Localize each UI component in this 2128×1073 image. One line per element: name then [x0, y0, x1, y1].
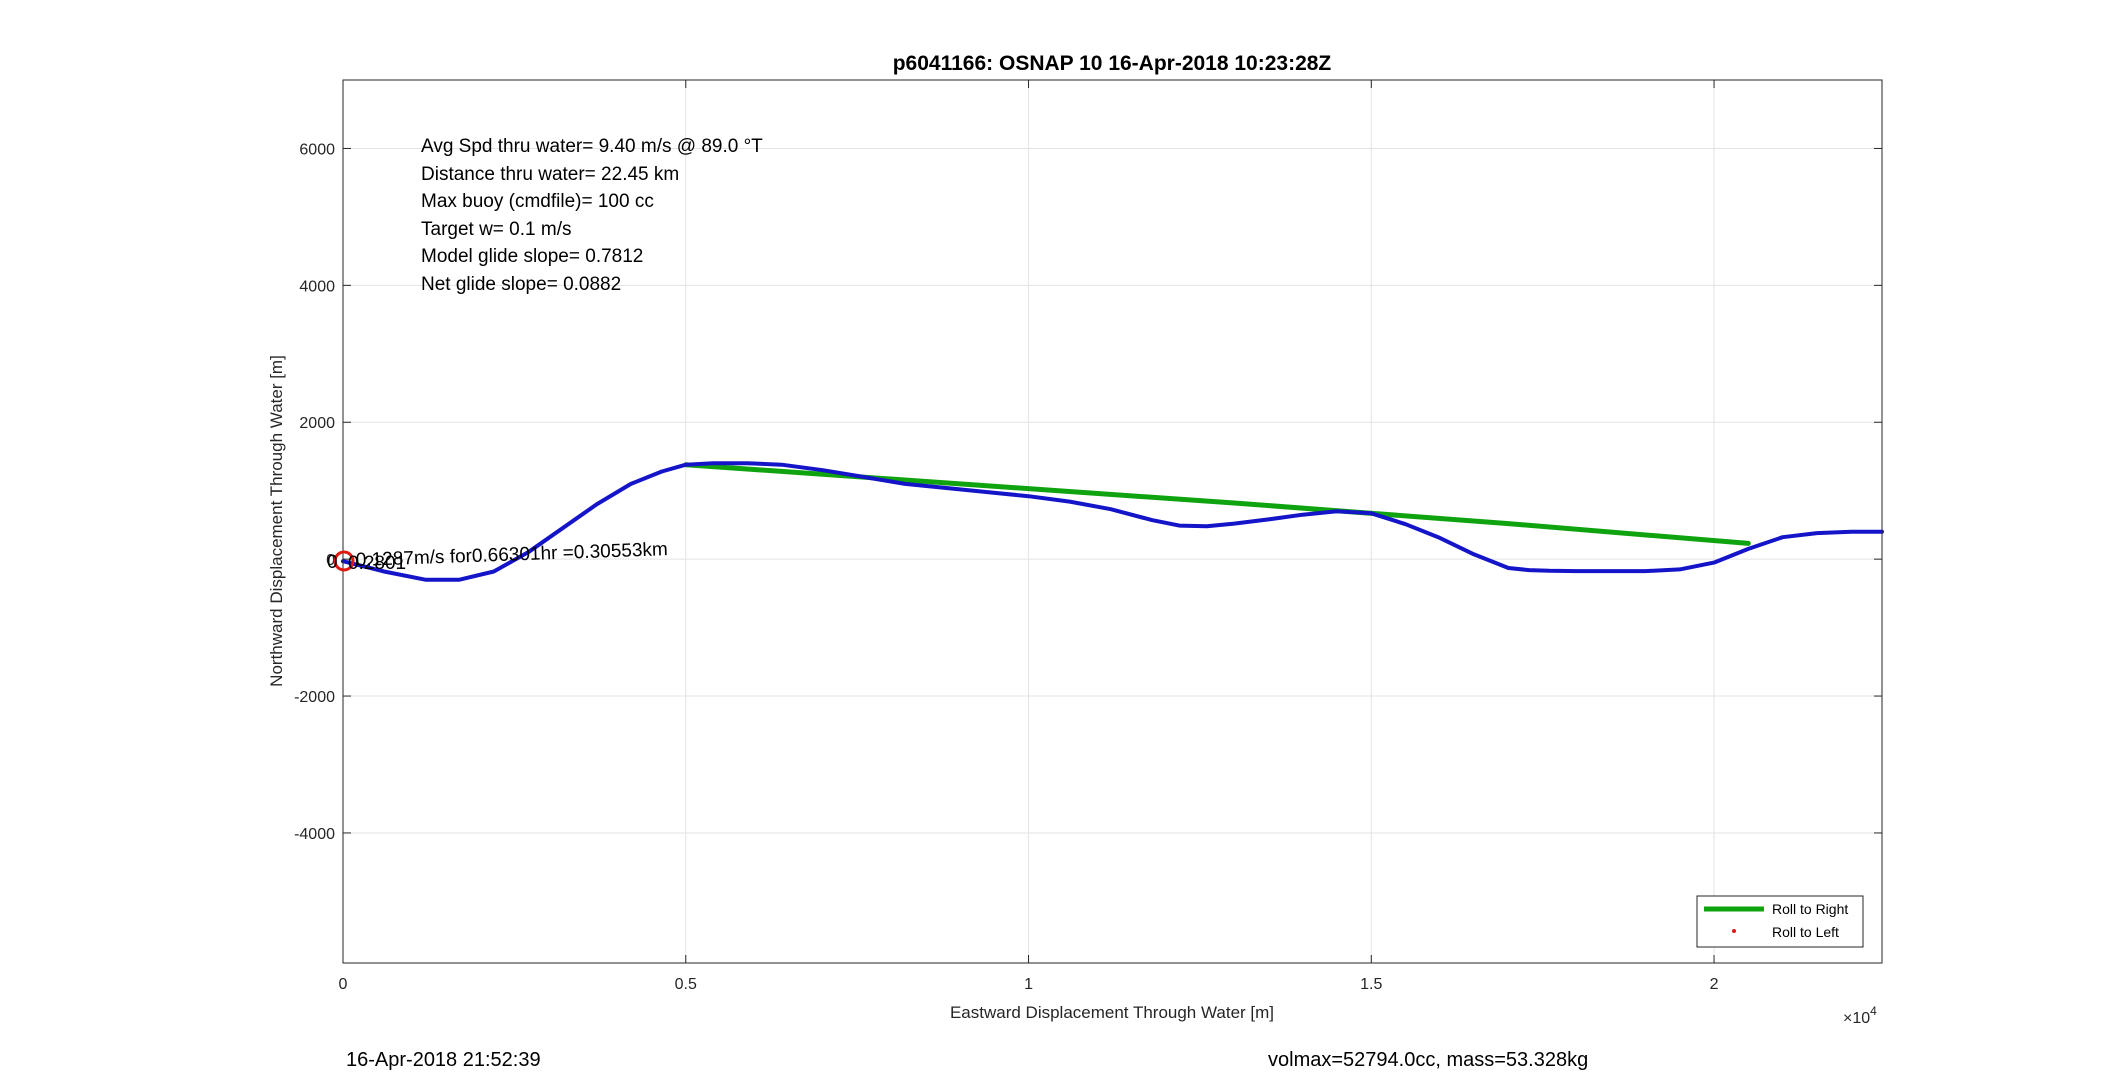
x-axis-exponent: ×104 — [1843, 1004, 1877, 1027]
y-tick-label: 6000 — [299, 141, 335, 158]
y-tick-label: -2000 — [294, 689, 335, 706]
series-layer — [341, 461, 1884, 582]
x-tick-label: 1 — [1024, 976, 1033, 993]
legend-label-roll-left: Roll to Left — [1772, 924, 1839, 940]
stats-annotation: Avg Spd thru water= 9.40 m/s @ 89.0 °T D… — [421, 136, 763, 295]
x-tick-label: 0.5 — [675, 976, 697, 993]
legend-label-roll-right: Roll to Right — [1772, 901, 1848, 917]
chart-title: p6041166: OSNAP 10 16-Apr-2018 10:23:28Z — [893, 52, 1332, 75]
annotation-line-target-w: Target w= 0.1 m/s — [421, 219, 571, 240]
annotation-line-net-glide: Net glide slope= 0.0882 — [421, 274, 621, 295]
y-tick-label: -4000 — [294, 826, 335, 843]
start-marker-label-value: 0.2801 — [348, 553, 406, 574]
start-marker-circle — [333, 550, 355, 572]
axis-ticks: 0 0.5 1 1.5 2 6000 4000 2000 0 -2000 -4000 — [294, 80, 1882, 993]
series-line-track — [341, 461, 1884, 582]
y-tick-label: 4000 — [299, 278, 335, 295]
annotation-line-avg-speed: Avg Spd thru water= 9.40 m/s @ 89.0 °T — [421, 136, 763, 157]
legend-swatch-roll-left — [1732, 929, 1736, 933]
annotation-line-distance: Distance thru water= 22.45 km — [421, 164, 679, 185]
plot-area: 0 0.5 1 1.5 2 6000 4000 2000 0 -2000 -4000 — [294, 79, 1884, 993]
footer-timestamp: 16-Apr-2018 21:52:39 — [346, 1049, 541, 1071]
y-axis-label: Northward Displacement Through Water [m] — [267, 355, 286, 687]
start-marker-label-zero: 0 — [327, 552, 338, 573]
legend-box — [1696, 895, 1864, 948]
annotation-line-model-glide: Model glide slope= 0.7812 — [421, 246, 643, 267]
x-tick-label: 0 — [339, 976, 348, 993]
grid-lines — [342, 80, 1882, 963]
x-tick-label: 1.5 — [1360, 976, 1382, 993]
axes-background — [343, 80, 1882, 963]
legend: Roll to Right Roll to Left — [1696, 895, 1864, 948]
x-axis-exponent-power: 4 — [1870, 1004, 1877, 1018]
footer-volmax-mass: volmax=52794.0cc, mass=53.328kg — [1268, 1049, 1588, 1071]
x-axis-exponent-base: ×10 — [1843, 1010, 1870, 1027]
y-tick-label: 0 — [326, 552, 335, 569]
y-tick-label: 2000 — [299, 415, 335, 432]
annotation-line-max-buoy: Max buoy (cmdfile)= 100 cc — [421, 191, 654, 212]
x-axis-label: Eastward Displacement Through Water [m] — [950, 1003, 1274, 1022]
x-tick-label: 2 — [1710, 976, 1719, 993]
axes-box — [342, 79, 1883, 964]
